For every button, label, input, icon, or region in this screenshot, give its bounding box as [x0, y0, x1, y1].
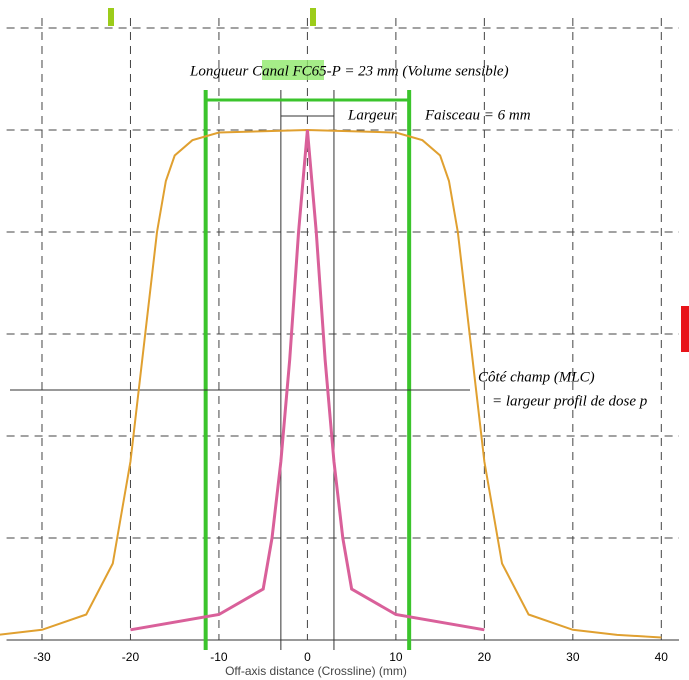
marker	[310, 8, 316, 26]
x-tick-label: 40	[655, 650, 669, 664]
x-axis-label: Off-axis distance (Crossline) (mm)	[225, 664, 407, 678]
x-tick-label: -30	[33, 650, 51, 664]
annotation: Largeur	[347, 107, 397, 123]
x-tick-label: 30	[566, 650, 580, 664]
marker	[681, 306, 689, 352]
highlight	[262, 60, 324, 80]
annotation: = largeur profil de dose p	[492, 393, 648, 409]
annotation: Côté champ (MLC)	[478, 369, 595, 385]
x-tick-label: 20	[478, 650, 492, 664]
marker	[108, 8, 114, 26]
x-tick-label: -20	[122, 650, 140, 664]
data-line	[130, 129, 485, 632]
x-tick-label: -10	[210, 650, 228, 664]
chart-title: Longueur Canal FC65-P = 23 mm (Volume se…	[189, 63, 509, 79]
x-tick-label: 0	[304, 650, 311, 664]
data-line	[0, 128, 662, 639]
x-tick-label: 10	[389, 650, 403, 664]
annotation: Faisceau = 6 mm	[424, 107, 531, 123]
